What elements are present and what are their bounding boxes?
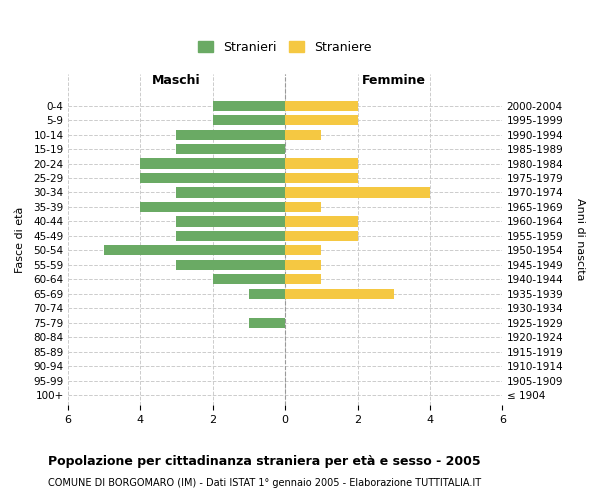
Bar (212, 100, 285, 110)
Bar (176, 130, 285, 140)
Bar (249, 289, 285, 299)
Bar (285, 130, 322, 140)
Bar (140, 173, 285, 183)
Y-axis label: Fasce di età: Fasce di età (15, 206, 25, 272)
Bar (285, 173, 358, 183)
Bar (285, 202, 322, 212)
Bar (212, 115, 285, 125)
Bar (140, 202, 285, 212)
Bar (285, 216, 358, 226)
Text: Maschi: Maschi (152, 74, 201, 87)
Text: COMUNE DI BORGOMARO (IM) - Dati ISTAT 1° gennaio 2005 - Elaborazione TUTTITALIA.: COMUNE DI BORGOMARO (IM) - Dati ISTAT 1°… (48, 478, 481, 488)
Y-axis label: Anni di nascita: Anni di nascita (575, 198, 585, 281)
Bar (176, 144, 285, 154)
Bar (285, 231, 358, 241)
Bar (285, 246, 322, 256)
Bar (285, 188, 430, 198)
Bar (285, 274, 322, 284)
Bar (176, 260, 285, 270)
Bar (140, 158, 285, 168)
Bar (285, 289, 394, 299)
Bar (249, 318, 285, 328)
Text: Popolazione per cittadinanza straniera per età e sesso - 2005: Popolazione per cittadinanza straniera p… (48, 455, 481, 468)
Legend: Stranieri, Straniere: Stranieri, Straniere (194, 37, 376, 58)
Bar (285, 260, 322, 270)
Bar (212, 274, 285, 284)
Bar (176, 216, 285, 226)
Bar (176, 231, 285, 241)
Bar (104, 246, 285, 256)
Bar (285, 115, 358, 125)
Bar (285, 158, 358, 168)
Text: Femmine: Femmine (362, 74, 426, 87)
Bar (285, 100, 358, 110)
Bar (176, 188, 285, 198)
